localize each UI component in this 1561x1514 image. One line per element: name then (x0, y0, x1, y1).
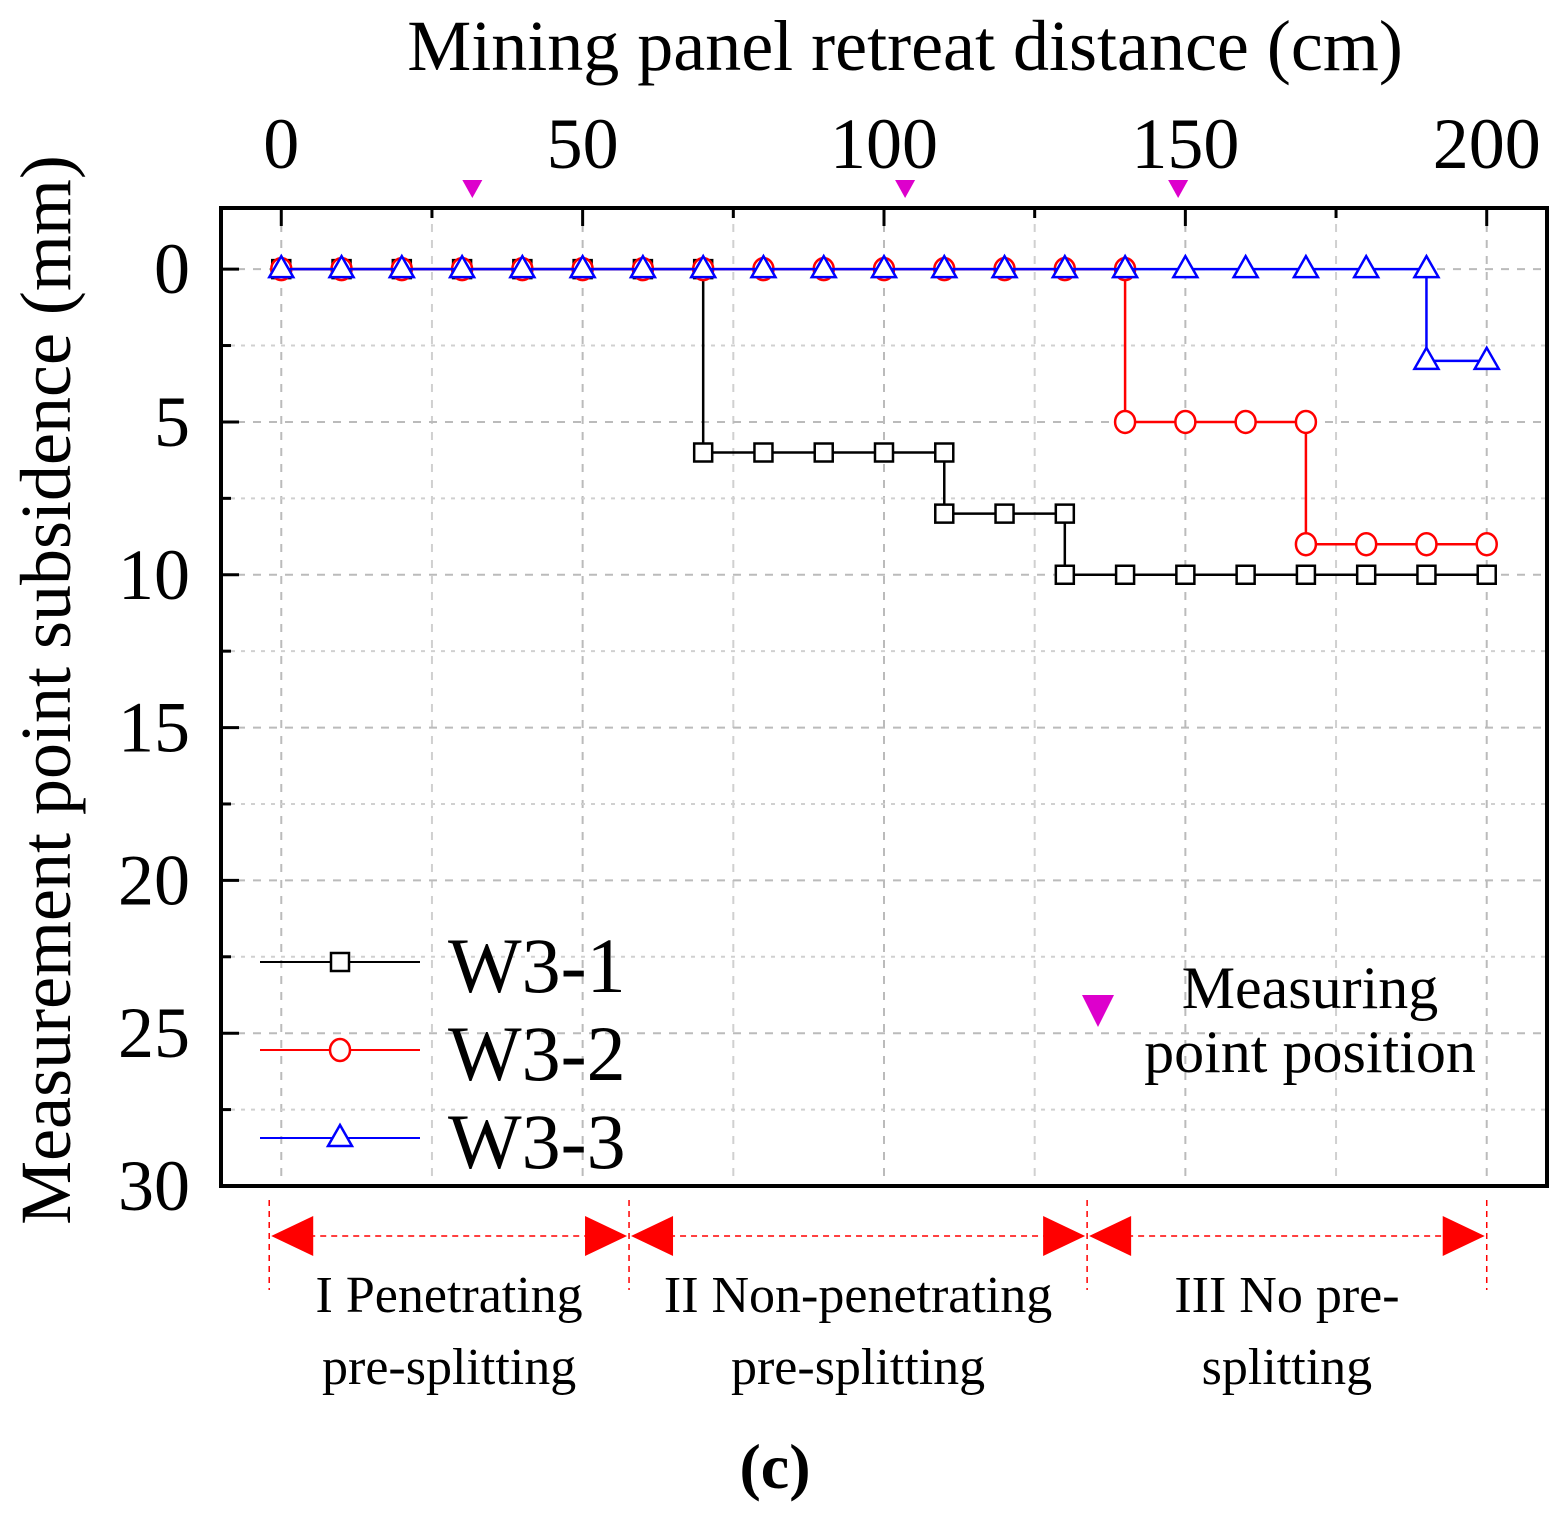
zone-arrow-left (1089, 1216, 1132, 1256)
data-point (1231, 253, 1260, 279)
panel-label: (c) (739, 1431, 810, 1502)
y-tick-label: 30 (118, 1146, 190, 1226)
data-point (994, 503, 1015, 524)
data-point (1054, 503, 1076, 524)
series-W3-3 (267, 253, 1501, 371)
legend-marker (325, 1122, 355, 1148)
data-point (1412, 345, 1441, 371)
legend-label: W3-3 (448, 1098, 626, 1185)
data-point (1476, 564, 1497, 585)
measuring-point-marker (895, 180, 916, 198)
ticks: 0 50 100 150 200 0 5 10 15 20 25 30 (118, 104, 1541, 1226)
y-tick-label: 20 (118, 840, 190, 920)
x-tick-label: 200 (1433, 104, 1541, 184)
measuring-point-legend-marker (1082, 995, 1114, 1027)
data-point (934, 503, 955, 524)
data-point (934, 442, 955, 463)
zone-arrow-right (1442, 1216, 1485, 1256)
measuring-points (462, 180, 1189, 198)
data-point (1475, 531, 1498, 557)
data-point (813, 442, 834, 463)
data-point (568, 253, 597, 279)
data-point (809, 253, 838, 279)
legend-marker (329, 951, 351, 973)
data-point (1291, 253, 1321, 279)
data-point (869, 253, 899, 279)
series-layer (267, 253, 1501, 585)
data-point (1416, 564, 1437, 585)
measuring-point-label-2: point position (1144, 1019, 1476, 1085)
y-axis-title: Measurement point subsidence (mm) (6, 155, 86, 1225)
legend-marker (328, 1037, 352, 1063)
data-point (1175, 564, 1196, 585)
zones: I Penetrating pre-splitting II Non-penetra… (268, 1200, 1488, 1396)
data-point (1412, 253, 1441, 279)
measuring-point-marker (462, 180, 483, 198)
measuring-point-legend: Measuring point position (1082, 955, 1476, 1085)
legend-label: W3-2 (448, 1010, 626, 1097)
data-point (267, 253, 296, 279)
data-point (1235, 564, 1256, 585)
x-tick-label: 150 (1131, 104, 1239, 184)
data-point (447, 253, 477, 279)
y-tick-label: 5 (154, 382, 190, 462)
data-point (692, 442, 714, 463)
legend-label: W3-1 (448, 922, 626, 1009)
x-tick-label: 50 (547, 104, 619, 184)
x-axis-title: Mining panel retreat distance (cm) (407, 6, 1403, 86)
y-tick-label: 10 (118, 535, 190, 615)
data-point (1050, 253, 1079, 279)
data-point (508, 253, 537, 279)
zone-label: pre-splitting (322, 1339, 576, 1396)
data-point (1171, 253, 1200, 279)
zone-arrow-right (1043, 1216, 1086, 1256)
data-point (753, 442, 774, 463)
zone-arrow-right (585, 1216, 628, 1256)
zone-label: pre-splitting (731, 1339, 985, 1396)
data-point (1110, 253, 1140, 279)
zone-label: I Penetrating (316, 1267, 583, 1324)
zone-label: II Non-penetrating (664, 1267, 1052, 1324)
zone-label: III No pre- (1174, 1267, 1399, 1324)
data-point (1113, 409, 1137, 435)
data-point (1472, 345, 1501, 371)
zone-label: splitting (1202, 1339, 1372, 1396)
y-tick-label: 15 (118, 688, 190, 768)
data-point (1174, 409, 1197, 435)
data-point (1415, 531, 1438, 557)
data-point (387, 253, 416, 279)
legend: W3-1W3-2W3-3 (260, 922, 626, 1185)
data-point (1295, 564, 1317, 585)
y-tick-label: 25 (118, 993, 190, 1073)
x-tick-label: 0 (263, 104, 299, 184)
data-point (1294, 531, 1318, 557)
data-point (873, 442, 895, 463)
data-point (1114, 564, 1136, 585)
y-tick-label: 0 (154, 229, 190, 309)
data-point (1355, 564, 1377, 585)
data-point (749, 253, 778, 279)
measuring-point-label-1: Measuring (1182, 955, 1439, 1021)
data-point (1294, 409, 1318, 435)
data-point (930, 253, 959, 279)
zone-arrow-left (631, 1216, 674, 1256)
data-point (1054, 564, 1076, 585)
x-tick-label: 100 (830, 104, 938, 184)
data-point (1354, 531, 1378, 557)
zone-arrow-left (271, 1216, 314, 1256)
data-point (628, 253, 658, 279)
data-point (1352, 253, 1381, 279)
data-point (327, 253, 356, 279)
series-line (281, 267, 1487, 363)
data-point (689, 253, 718, 279)
data-point (1234, 409, 1257, 435)
measuring-point-marker (1168, 180, 1189, 198)
data-point (990, 253, 1019, 279)
